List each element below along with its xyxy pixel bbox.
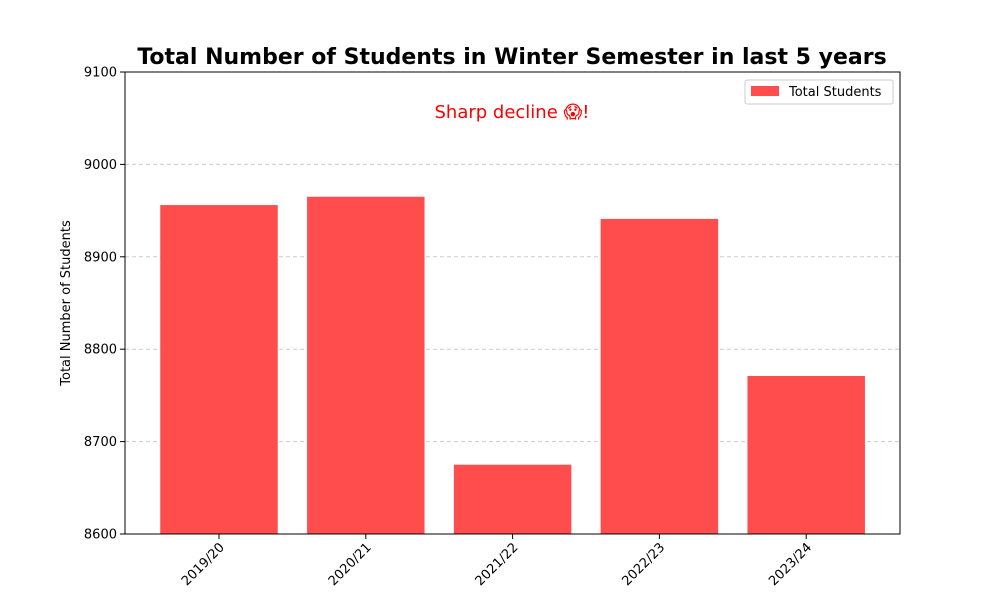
legend-swatch — [751, 86, 779, 96]
bar-2019-20 — [160, 205, 278, 534]
x-tick-label: 2023/24 — [766, 540, 815, 589]
legend-box — [744, 79, 894, 105]
y-tick-label: 8800 — [84, 343, 117, 358]
y-axis-label: Total Number of Students — [59, 220, 74, 387]
legend-label: Total Students — [788, 85, 882, 100]
bars — [160, 196, 865, 535]
x-tick-label: 2021/22 — [473, 540, 522, 589]
bar-2023-24 — [747, 375, 865, 534]
legend: Total Students — [744, 79, 894, 105]
y-tick-label: 8600 — [84, 528, 117, 543]
y-tick-label: 8700 — [84, 435, 117, 450]
x-tick-label: 2020/21 — [326, 540, 375, 589]
x-tick-label: 2022/23 — [619, 540, 668, 589]
x-axis-ticks: 2019/20 2020/21 2021/22 2022/23 2023/24 — [179, 534, 815, 589]
y-tick-label: 9100 — [84, 66, 117, 81]
bar-2020-21 — [307, 196, 425, 535]
bar-2021-22 — [453, 464, 572, 534]
y-axis-ticks: 8600 8700 8800 8900 9000 9100 — [84, 66, 125, 543]
y-tick-label: 8900 — [84, 250, 117, 265]
chart-title: Total Number of Students in Winter Semes… — [137, 45, 886, 70]
x-tick-label: 2019/20 — [179, 540, 228, 589]
annotation-text: Sharp decline 😱! — [435, 102, 590, 123]
bar-2022-23 — [600, 218, 719, 534]
y-tick-label: 9000 — [84, 158, 117, 173]
